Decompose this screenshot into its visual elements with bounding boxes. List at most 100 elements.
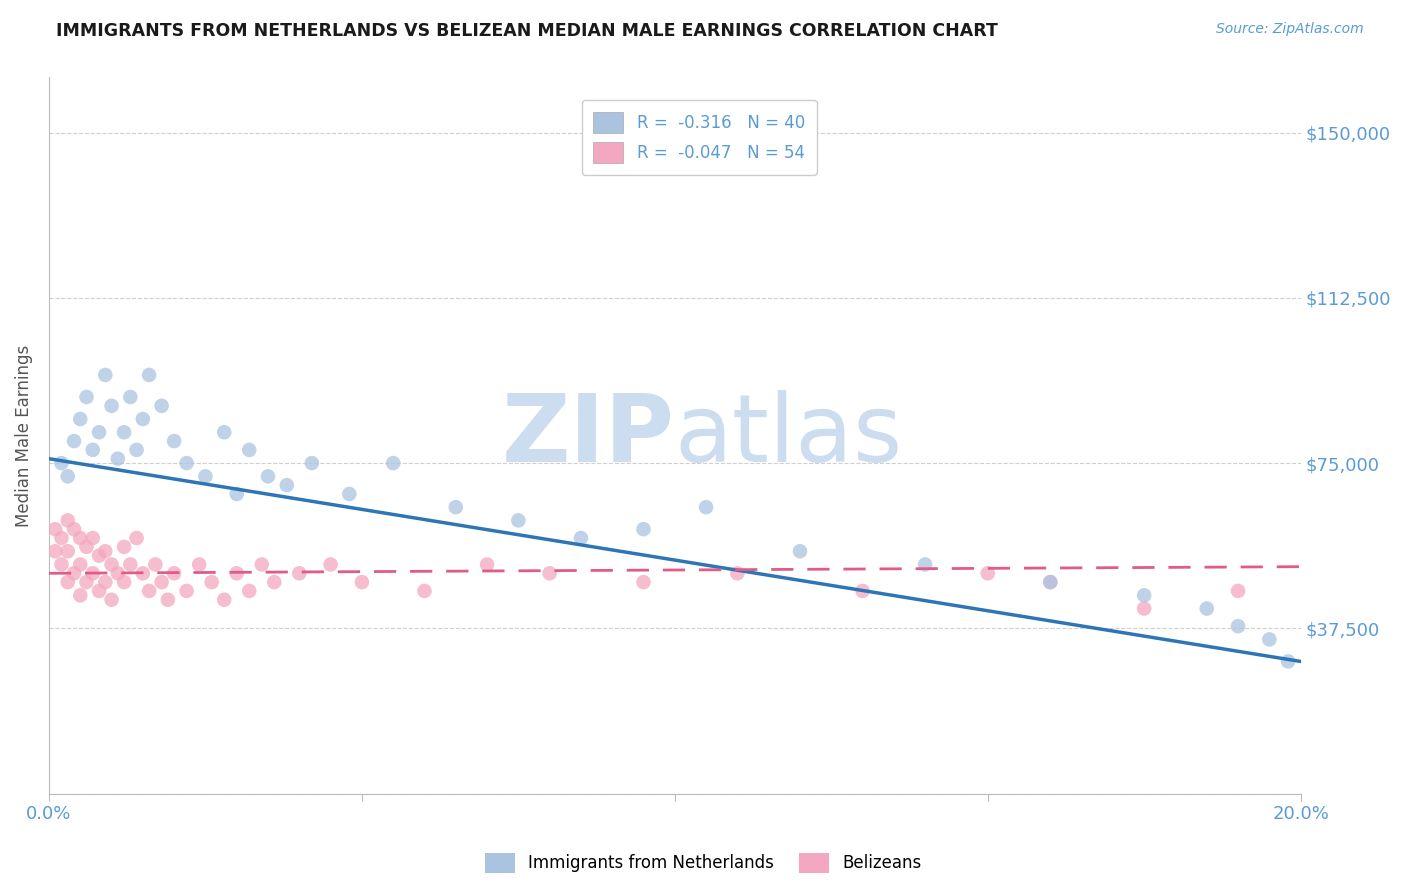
Point xyxy=(725,566,748,581)
Legend: R =  -0.316   N = 40, R =  -0.047   N = 54: R = -0.316 N = 40, R = -0.047 N = 54 xyxy=(582,100,817,175)
Point xyxy=(382,456,405,470)
Point xyxy=(150,399,173,413)
Point xyxy=(94,544,117,558)
Point xyxy=(263,575,285,590)
Point xyxy=(138,368,160,382)
Text: ZIP: ZIP xyxy=(502,390,675,482)
Point xyxy=(633,522,655,536)
Point xyxy=(132,412,155,426)
Point xyxy=(475,558,498,572)
Text: atlas: atlas xyxy=(675,390,903,482)
Point xyxy=(1227,619,1250,633)
Point xyxy=(1039,575,1062,590)
Point xyxy=(695,500,717,515)
Point xyxy=(76,540,98,554)
Point xyxy=(112,425,135,440)
Point xyxy=(120,390,142,404)
Point xyxy=(56,575,79,590)
Point xyxy=(107,566,129,581)
Point xyxy=(508,513,530,527)
Y-axis label: Median Male Earnings: Median Male Earnings xyxy=(15,344,32,526)
Point xyxy=(413,583,436,598)
Point xyxy=(163,434,186,448)
Point xyxy=(977,566,1000,581)
Point xyxy=(82,531,104,545)
Point xyxy=(288,566,311,581)
Point xyxy=(125,442,148,457)
Point xyxy=(1277,655,1299,669)
Point xyxy=(112,575,135,590)
Point xyxy=(201,575,224,590)
Point xyxy=(76,390,98,404)
Point xyxy=(212,592,235,607)
Point xyxy=(51,456,73,470)
Point xyxy=(176,583,198,598)
Point xyxy=(69,588,91,602)
Point xyxy=(1039,575,1062,590)
Point xyxy=(350,575,373,590)
Point xyxy=(51,558,73,572)
Point xyxy=(69,558,91,572)
Point xyxy=(914,558,936,572)
Point xyxy=(132,566,155,581)
Point xyxy=(125,531,148,545)
Point xyxy=(94,575,117,590)
Point xyxy=(100,592,122,607)
Point xyxy=(276,478,298,492)
Point xyxy=(319,558,342,572)
Text: Source: ZipAtlas.com: Source: ZipAtlas.com xyxy=(1216,22,1364,37)
Point xyxy=(94,368,117,382)
Point xyxy=(194,469,217,483)
Point xyxy=(69,412,91,426)
Point xyxy=(156,592,179,607)
Point xyxy=(150,575,173,590)
Point xyxy=(633,575,655,590)
Legend: Immigrants from Netherlands, Belizeans: Immigrants from Netherlands, Belizeans xyxy=(478,847,928,880)
Point xyxy=(225,487,247,501)
Point xyxy=(63,522,86,536)
Point xyxy=(188,558,211,572)
Point xyxy=(56,469,79,483)
Point xyxy=(63,566,86,581)
Point xyxy=(63,434,86,448)
Point xyxy=(301,456,323,470)
Point xyxy=(120,558,142,572)
Point xyxy=(100,399,122,413)
Point xyxy=(56,544,79,558)
Point xyxy=(107,451,129,466)
Point xyxy=(569,531,592,545)
Point xyxy=(76,575,98,590)
Point xyxy=(538,566,561,581)
Point xyxy=(444,500,467,515)
Point xyxy=(82,566,104,581)
Point xyxy=(238,583,260,598)
Text: IMMIGRANTS FROM NETHERLANDS VS BELIZEAN MEDIAN MALE EARNINGS CORRELATION CHART: IMMIGRANTS FROM NETHERLANDS VS BELIZEAN … xyxy=(56,22,998,40)
Point xyxy=(212,425,235,440)
Point xyxy=(851,583,873,598)
Point xyxy=(87,425,110,440)
Point xyxy=(56,513,79,527)
Point xyxy=(82,442,104,457)
Point xyxy=(1195,601,1218,615)
Point xyxy=(238,442,260,457)
Point xyxy=(51,531,73,545)
Point xyxy=(1258,632,1281,647)
Point xyxy=(176,456,198,470)
Point xyxy=(225,566,247,581)
Point xyxy=(1227,583,1250,598)
Point xyxy=(138,583,160,598)
Point xyxy=(789,544,811,558)
Point xyxy=(87,549,110,563)
Point xyxy=(1133,588,1156,602)
Point xyxy=(145,558,167,572)
Point xyxy=(112,540,135,554)
Point xyxy=(69,531,91,545)
Point xyxy=(163,566,186,581)
Point xyxy=(337,487,360,501)
Point xyxy=(100,558,122,572)
Point xyxy=(250,558,273,572)
Point xyxy=(1133,601,1156,615)
Point xyxy=(44,522,66,536)
Point xyxy=(87,583,110,598)
Point xyxy=(44,544,66,558)
